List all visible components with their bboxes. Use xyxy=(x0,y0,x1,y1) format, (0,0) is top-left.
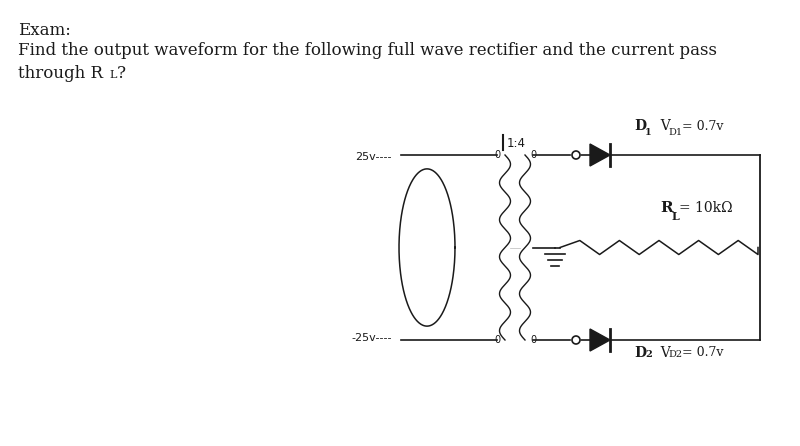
Polygon shape xyxy=(590,329,610,351)
Text: 0: 0 xyxy=(494,150,500,160)
Text: ?: ? xyxy=(117,65,126,82)
Text: 1:4: 1:4 xyxy=(507,137,526,150)
Text: D: D xyxy=(634,119,646,133)
Text: R: R xyxy=(660,202,673,215)
Text: L: L xyxy=(109,70,116,80)
Text: 25v----: 25v---- xyxy=(355,152,392,162)
Text: V: V xyxy=(652,119,670,133)
Text: 2: 2 xyxy=(645,350,652,359)
Text: D1: D1 xyxy=(668,128,682,137)
Polygon shape xyxy=(590,144,610,166)
Circle shape xyxy=(572,336,580,344)
Text: = 10kΩ: = 10kΩ xyxy=(679,202,733,215)
Text: through R: through R xyxy=(18,65,103,82)
Text: V: V xyxy=(652,346,670,360)
Text: 0: 0 xyxy=(530,150,536,160)
Text: D2: D2 xyxy=(668,350,682,359)
Text: 0: 0 xyxy=(494,335,500,345)
Text: = 0.7v: = 0.7v xyxy=(682,346,723,359)
Text: = 0.7v: = 0.7v xyxy=(682,120,723,133)
Circle shape xyxy=(572,151,580,159)
Text: Find the output waveform for the following full wave rectifier and the current p: Find the output waveform for the followi… xyxy=(18,42,717,59)
Text: 1: 1 xyxy=(645,128,652,137)
Text: Exam:: Exam: xyxy=(18,22,71,39)
Text: 0: 0 xyxy=(530,335,536,345)
Text: D: D xyxy=(634,346,646,360)
Text: L: L xyxy=(672,211,680,222)
Text: -25v----: -25v---- xyxy=(351,333,392,343)
